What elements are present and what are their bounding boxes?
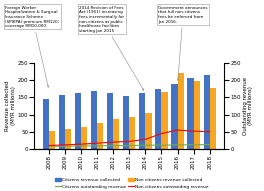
Bar xyxy=(49,131,55,149)
Bar xyxy=(91,91,97,149)
Bar xyxy=(129,117,135,149)
Bar xyxy=(171,84,177,149)
Bar xyxy=(81,127,87,149)
Bar xyxy=(113,119,119,149)
Text: 2014 Revision of Fees
Act (1951) increasing
fees incrementally for
non-citizens : 2014 Revision of Fees Act (1951) increas… xyxy=(79,6,144,90)
Bar xyxy=(162,92,168,149)
Text: Foreign Worker
Hospitalization & Surgical
Insurance Scheme
(SPIKPA) premium RM12: Foreign Worker Hospitalization & Surgica… xyxy=(5,6,59,87)
Y-axis label: Revenue collected
(MYR millions): Revenue collected (MYR millions) xyxy=(5,81,16,131)
Bar xyxy=(210,88,216,149)
Bar xyxy=(75,93,81,149)
Bar xyxy=(155,89,162,149)
Legend: Citizens revenue collected, Citizens outstanding revenue, Non citizens revenue c: Citizens revenue collected, Citizens out… xyxy=(55,178,209,189)
Bar xyxy=(97,123,103,149)
Bar xyxy=(177,73,184,149)
Bar xyxy=(204,75,210,149)
Bar xyxy=(107,93,113,149)
Bar xyxy=(194,81,200,149)
Bar xyxy=(123,96,129,149)
Bar xyxy=(65,129,71,149)
Y-axis label: Outstanding revenue
(MYR millions): Outstanding revenue (MYR millions) xyxy=(243,77,253,135)
Bar xyxy=(59,95,65,149)
Bar xyxy=(43,99,49,149)
Bar xyxy=(145,113,152,149)
Text: Government announces
that full non-citizens
fees be enforced from
Jan 2016.: Government announces that full non-citiz… xyxy=(158,6,208,80)
Bar xyxy=(187,78,194,149)
Bar xyxy=(139,93,145,149)
